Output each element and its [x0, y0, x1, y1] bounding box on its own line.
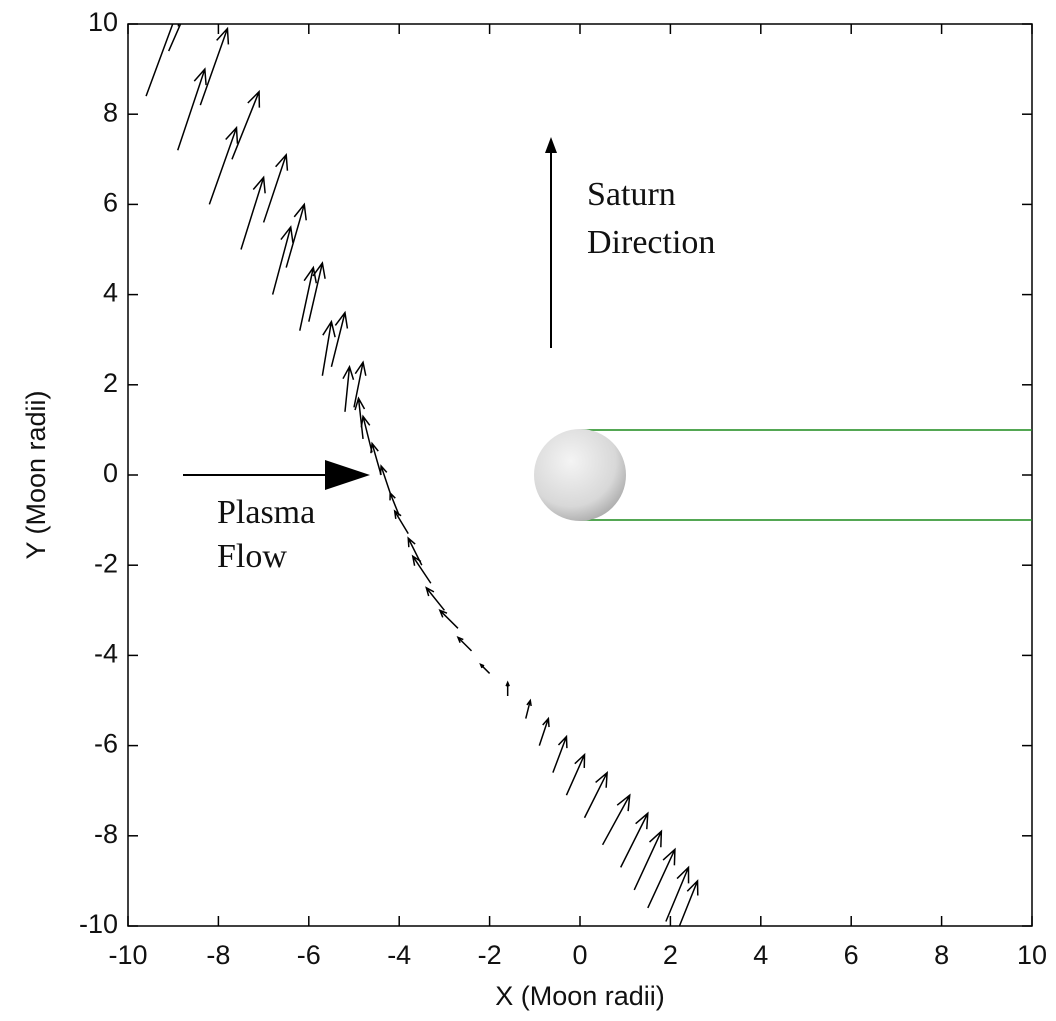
vector-arrow	[299, 265, 318, 331]
vector-arrow	[353, 360, 367, 408]
x-tick-label: 2	[663, 940, 678, 970]
y-tick-label: -6	[94, 729, 118, 759]
vector-arrow	[620, 811, 649, 868]
vector-arrow	[199, 26, 230, 106]
vector-arrow	[145, 24, 180, 97]
annotation: Plasma	[217, 494, 315, 531]
vector-arrow	[271, 225, 294, 295]
vector-arrow	[379, 464, 391, 494]
y-tick-label: 10	[88, 7, 118, 37]
x-tick-label: -6	[297, 940, 321, 970]
x-tick-label: 10	[1017, 940, 1047, 970]
vector-arrow	[177, 67, 207, 151]
y-axis-label: Y (Moon radii)	[21, 390, 51, 559]
vector-arrow	[678, 879, 699, 926]
vector-field	[145, 24, 699, 926]
flow-arrow-head	[325, 460, 370, 490]
y-tick-label: -10	[79, 909, 118, 939]
y-tick-label: -4	[94, 639, 118, 669]
vector-arrow	[208, 125, 239, 205]
vector-arrow	[438, 608, 459, 629]
vector-arrow	[479, 663, 491, 674]
vector-arrow	[231, 89, 261, 160]
y-tick-label: 4	[103, 278, 118, 308]
vector-arrow	[647, 847, 676, 909]
vector-arrow	[342, 364, 355, 412]
vector-arrow	[262, 152, 289, 223]
vector-arrow	[552, 734, 568, 773]
annotation: Direction	[587, 224, 715, 261]
vector-arrow	[167, 24, 182, 52]
x-tick-label: -8	[206, 940, 230, 970]
y-tick-label: 6	[103, 188, 118, 218]
y-tick-label: 8	[103, 97, 118, 127]
vector-arrow	[370, 441, 382, 476]
vector-arrow	[308, 261, 326, 322]
moon	[534, 429, 626, 521]
vector-arrow	[456, 635, 473, 652]
x-tick-label: -10	[108, 940, 147, 970]
vector-arrow	[565, 752, 586, 796]
vector-arrow	[321, 319, 336, 376]
vector-arrow	[393, 509, 409, 535]
y-tick-label: -8	[94, 819, 118, 849]
vector-arrow	[505, 680, 510, 696]
vector-arrow	[633, 829, 663, 891]
vector-arrow	[411, 554, 432, 584]
x-tick-label: 4	[753, 940, 768, 970]
vector-arrow	[583, 770, 608, 819]
vector-arrow	[538, 716, 550, 746]
vector-arrow	[240, 175, 266, 250]
x-tick-label: 0	[572, 940, 587, 970]
x-tick-label: -4	[387, 940, 411, 970]
annotation: Flow	[217, 538, 287, 575]
vector-arrow	[354, 396, 366, 440]
annotation: Saturn	[587, 176, 676, 213]
vector-arrow	[425, 586, 445, 611]
vector-arrow	[389, 491, 400, 516]
x-axis-label: X (Moon radii)	[495, 981, 665, 1011]
vector-arrow	[330, 310, 349, 367]
y-tick-label: 2	[103, 368, 118, 398]
saturn-arrow-head	[545, 137, 557, 153]
y-tick-label: -2	[94, 548, 118, 578]
x-tick-label: 8	[934, 940, 949, 970]
vector-arrow	[601, 793, 631, 846]
vector-arrow	[285, 202, 307, 268]
y-tick-label: 0	[103, 458, 118, 488]
x-tick-label: 6	[844, 940, 859, 970]
vector-arrow	[525, 698, 532, 719]
vector-arrow	[665, 865, 690, 922]
x-tick-label: -2	[478, 940, 502, 970]
vector-arrow	[360, 414, 373, 453]
